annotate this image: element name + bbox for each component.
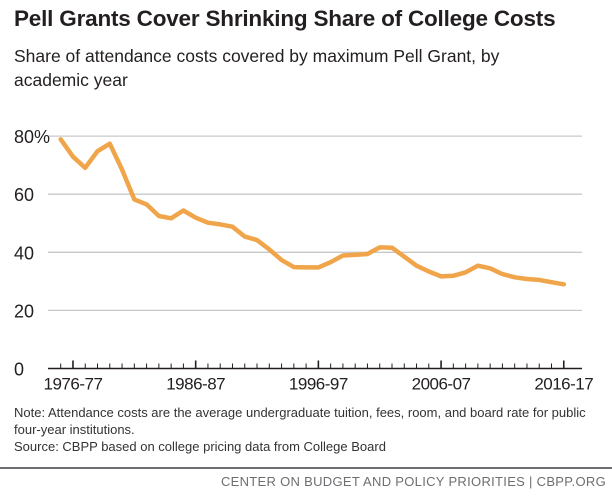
y-tick-label: 60: [14, 185, 34, 205]
chart-subtitle: Share of attendance costs covered by max…: [14, 46, 500, 90]
line-chart: 80% 60 40 20 0 1976-77 1986-87 1996-97 2006-07 20…: [14, 127, 594, 394]
chart-note: Note: Attendance costs are the average u…: [14, 405, 586, 437]
y-tick-label: 0: [14, 360, 24, 380]
footer-divider: [0, 467, 612, 469]
x-tick-label: 1996-97: [289, 375, 348, 394]
chart-source: Source: CBPP based on college pricing da…: [14, 439, 386, 454]
footer-credit: CENTER ON BUDGET AND POLICY PRIORITIES |…: [220, 474, 606, 489]
y-tick-label: 20: [14, 301, 34, 321]
y-tick-label: 80%: [14, 127, 50, 147]
pell-share-line: [58, 137, 567, 287]
x-tick-label: 2006-07: [412, 375, 471, 394]
y-tick-label: 40: [14, 243, 34, 263]
x-tick-label: 1976-77: [44, 375, 103, 394]
x-tick-label: 1986-87: [166, 375, 225, 394]
x-tick-label: 2016-17: [534, 375, 593, 394]
chart-title: Pell Grants Cover Shrinking Share of Col…: [14, 6, 556, 31]
